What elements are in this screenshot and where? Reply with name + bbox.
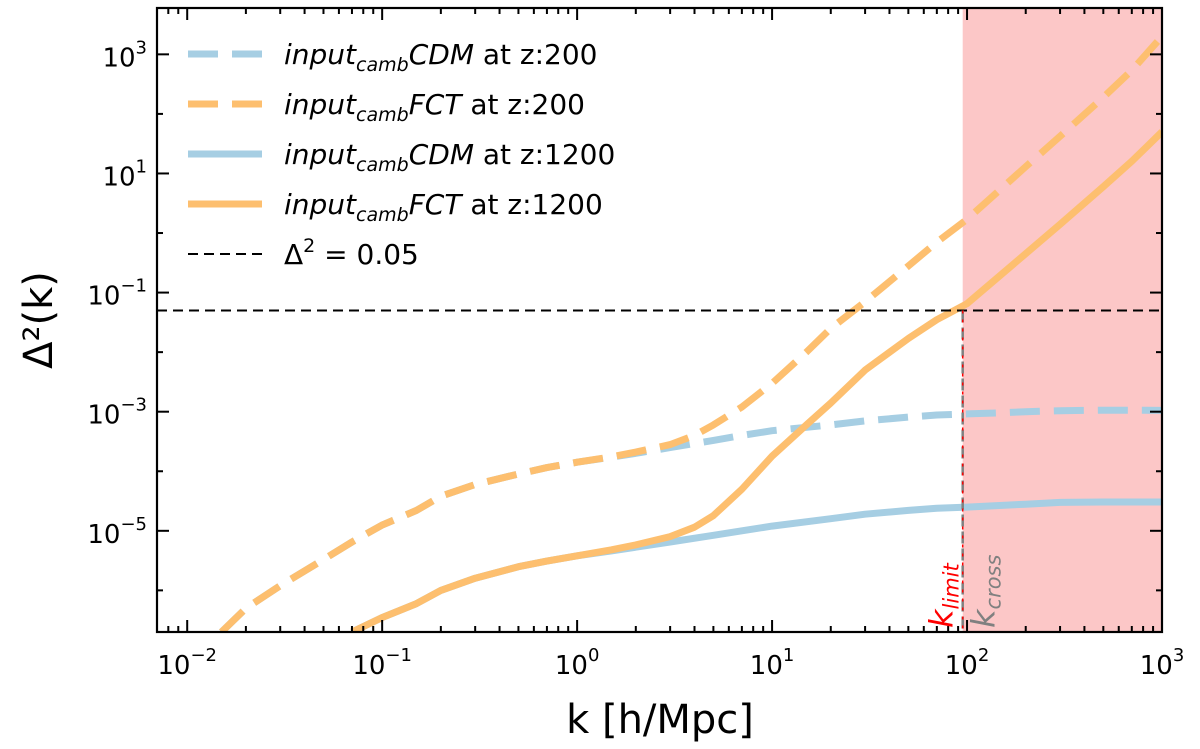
x-tick-label: 102 [945, 645, 990, 681]
x-tick-label: 101 [750, 645, 795, 681]
plot-frame [155, 6, 1164, 634]
legend-label-2: inputcambCDM at z:1200 [284, 138, 615, 176]
x-tick-label: 10−1 [352, 645, 412, 681]
legend-label-1: inputcambFCT at z:200 [284, 88, 585, 126]
legend-label-threshold: Δ2 = 0.05 [284, 235, 419, 271]
legend-label-0: inputcambCDM at z:200 [284, 38, 598, 76]
x-tick-label: 103 [1140, 645, 1185, 681]
shaded-region [962, 8, 1162, 632]
y-axis-label: Δ²(k) [16, 271, 62, 369]
y-tick-label: 10−3 [87, 395, 147, 431]
series-line-3 [350, 129, 1162, 632]
legend-label-3: inputcambFCT at z:1200 [284, 188, 603, 226]
x-tick-label: 10−2 [157, 645, 217, 681]
x-axis-label: k [h/Mpc] [566, 697, 754, 743]
y-tick-label: 10−5 [87, 514, 147, 550]
x-tick-label: 100 [555, 645, 600, 681]
y-tick-label: 10−1 [87, 276, 147, 312]
k-cross-label: kcross [965, 555, 1006, 629]
y-tick-label: 103 [102, 37, 147, 73]
k-limit-label: klimit [923, 563, 964, 628]
series-line-1 [219, 34, 1162, 632]
y-tick-label: 101 [102, 156, 147, 192]
